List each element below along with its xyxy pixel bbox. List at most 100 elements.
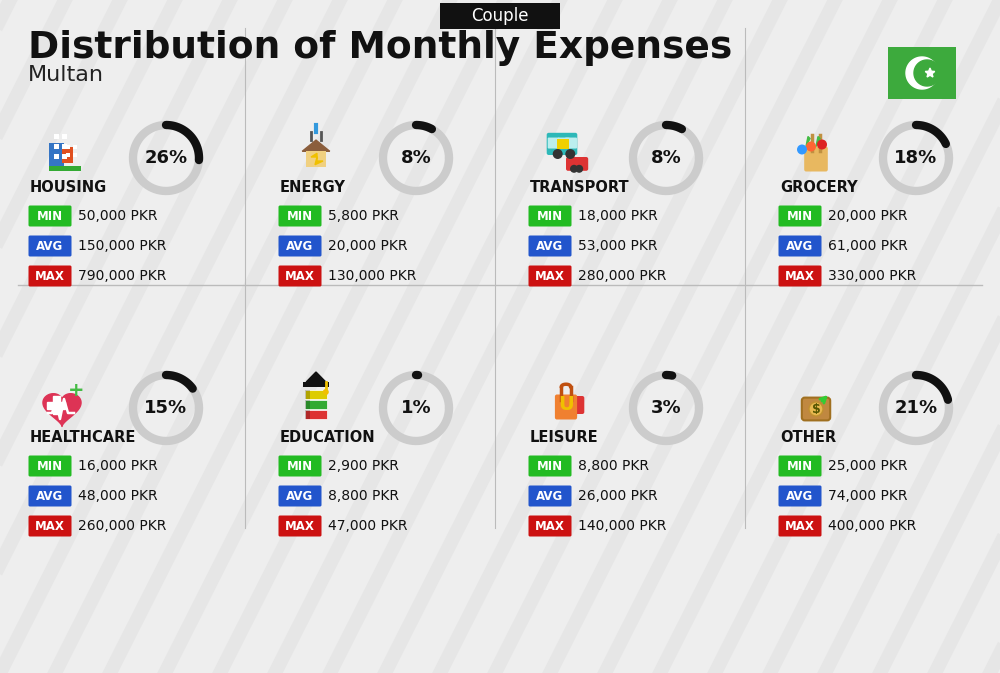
FancyBboxPatch shape: [28, 456, 72, 476]
Text: 16,000 PKR: 16,000 PKR: [78, 459, 158, 473]
Text: 26%: 26%: [144, 149, 188, 167]
Text: Distribution of Monthly Expenses: Distribution of Monthly Expenses: [28, 30, 732, 66]
FancyBboxPatch shape: [278, 266, 322, 287]
FancyBboxPatch shape: [558, 137, 570, 149]
Polygon shape: [302, 140, 330, 151]
Text: MIN: MIN: [787, 209, 813, 223]
Text: 8,800 PKR: 8,800 PKR: [328, 489, 399, 503]
Text: 21%: 21%: [894, 399, 938, 417]
Polygon shape: [47, 402, 65, 409]
FancyBboxPatch shape: [565, 137, 577, 149]
Text: 53,000 PKR: 53,000 PKR: [578, 239, 658, 253]
Circle shape: [817, 139, 827, 149]
FancyBboxPatch shape: [54, 154, 59, 159]
Text: 1%: 1%: [401, 399, 431, 417]
Circle shape: [553, 149, 563, 159]
FancyBboxPatch shape: [305, 400, 310, 409]
FancyBboxPatch shape: [778, 236, 822, 256]
Polygon shape: [906, 57, 938, 89]
FancyBboxPatch shape: [569, 396, 584, 414]
FancyBboxPatch shape: [54, 144, 59, 149]
Circle shape: [570, 165, 578, 173]
Text: 3%: 3%: [651, 399, 681, 417]
FancyBboxPatch shape: [804, 147, 828, 172]
FancyBboxPatch shape: [528, 516, 572, 536]
Polygon shape: [806, 137, 810, 147]
Text: 74,000 PKR: 74,000 PKR: [828, 489, 908, 503]
Text: MAX: MAX: [285, 520, 315, 532]
Text: 15%: 15%: [144, 399, 188, 417]
FancyBboxPatch shape: [28, 516, 72, 536]
FancyBboxPatch shape: [528, 456, 572, 476]
Text: MIN: MIN: [537, 209, 563, 223]
Text: 18%: 18%: [894, 149, 938, 167]
Text: AVG: AVG: [786, 489, 814, 503]
FancyBboxPatch shape: [802, 398, 830, 421]
FancyBboxPatch shape: [28, 236, 72, 256]
FancyBboxPatch shape: [62, 144, 67, 149]
FancyBboxPatch shape: [555, 394, 577, 419]
Text: AVG: AVG: [286, 489, 314, 503]
Text: 61,000 PKR: 61,000 PKR: [828, 239, 908, 253]
Text: AVG: AVG: [36, 240, 64, 252]
FancyBboxPatch shape: [66, 153, 70, 157]
Text: MIN: MIN: [37, 209, 63, 223]
Text: 8,800 PKR: 8,800 PKR: [578, 459, 649, 473]
FancyBboxPatch shape: [28, 266, 72, 287]
Text: 20,000 PKR: 20,000 PKR: [328, 239, 408, 253]
Text: OTHER: OTHER: [780, 431, 836, 446]
FancyBboxPatch shape: [49, 166, 81, 171]
FancyBboxPatch shape: [278, 236, 322, 256]
FancyBboxPatch shape: [305, 390, 310, 399]
Text: MAX: MAX: [785, 269, 815, 283]
Polygon shape: [816, 137, 820, 147]
Text: MAX: MAX: [535, 269, 565, 283]
Text: AVG: AVG: [536, 489, 564, 503]
FancyBboxPatch shape: [28, 485, 72, 507]
FancyBboxPatch shape: [528, 205, 572, 227]
Text: AVG: AVG: [536, 240, 564, 252]
FancyBboxPatch shape: [548, 137, 560, 149]
Text: 25,000 PKR: 25,000 PKR: [828, 459, 908, 473]
Text: 48,000 PKR: 48,000 PKR: [78, 489, 158, 503]
FancyBboxPatch shape: [888, 47, 956, 99]
FancyBboxPatch shape: [62, 147, 73, 164]
Text: MIN: MIN: [287, 209, 313, 223]
Text: 400,000 PKR: 400,000 PKR: [828, 519, 916, 533]
FancyBboxPatch shape: [305, 400, 327, 409]
FancyBboxPatch shape: [28, 205, 72, 227]
Text: HEALTHCARE: HEALTHCARE: [30, 431, 136, 446]
Polygon shape: [306, 372, 326, 382]
Circle shape: [806, 141, 816, 151]
Text: 47,000 PKR: 47,000 PKR: [328, 519, 408, 533]
Text: ENERGY: ENERGY: [280, 180, 346, 195]
FancyBboxPatch shape: [278, 485, 322, 507]
Polygon shape: [43, 394, 81, 426]
FancyBboxPatch shape: [62, 134, 67, 139]
Text: MAX: MAX: [785, 520, 815, 532]
FancyBboxPatch shape: [528, 485, 572, 507]
Text: MAX: MAX: [35, 269, 65, 283]
Text: 18,000 PKR: 18,000 PKR: [578, 209, 658, 223]
Text: 2,900 PKR: 2,900 PKR: [328, 459, 399, 473]
Text: EDUCATION: EDUCATION: [280, 431, 376, 446]
Text: 50,000 PKR: 50,000 PKR: [78, 209, 158, 223]
Text: 260,000 PKR: 260,000 PKR: [78, 519, 166, 533]
Polygon shape: [311, 153, 323, 165]
Text: TRANSPORT: TRANSPORT: [530, 180, 630, 195]
FancyBboxPatch shape: [778, 456, 822, 476]
FancyBboxPatch shape: [528, 236, 572, 256]
Text: MAX: MAX: [35, 520, 65, 532]
Text: 8%: 8%: [651, 149, 681, 167]
Text: 26,000 PKR: 26,000 PKR: [578, 489, 658, 503]
Text: U: U: [558, 396, 574, 415]
FancyBboxPatch shape: [278, 456, 322, 476]
Text: 330,000 PKR: 330,000 PKR: [828, 269, 916, 283]
FancyBboxPatch shape: [66, 145, 70, 149]
Text: MIN: MIN: [287, 460, 313, 472]
Text: MAX: MAX: [285, 269, 315, 283]
Text: GROCERY: GROCERY: [780, 180, 858, 195]
FancyBboxPatch shape: [305, 390, 327, 399]
FancyBboxPatch shape: [278, 516, 322, 536]
FancyBboxPatch shape: [54, 134, 59, 139]
